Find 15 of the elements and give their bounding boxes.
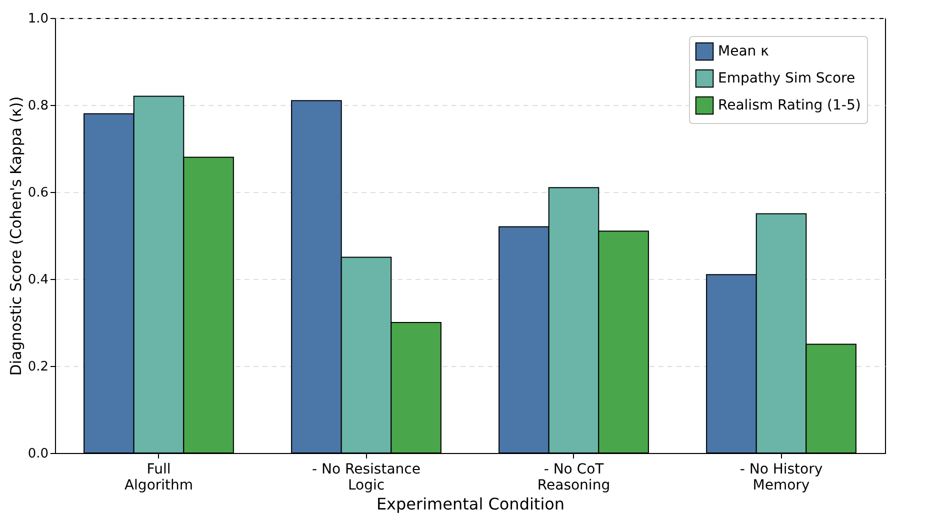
x-tick-label: - No CoT Reasoning xyxy=(537,462,610,494)
y-tick-label: 0.6 xyxy=(28,186,48,200)
y-tick-label: 0.4 xyxy=(28,272,48,288)
legend-label: Realism Rating (1-5) xyxy=(718,98,861,114)
x-tick-label: - No Resistance Logic xyxy=(312,462,420,494)
y-tick-label: 1.0 xyxy=(28,12,48,26)
y-tick-label: 0.2 xyxy=(28,360,48,374)
legend-label: Empathy Sim Score xyxy=(718,70,856,86)
x-tick-label: Full Algorithm xyxy=(124,462,194,494)
x-axis-title: Experimental Condition xyxy=(376,494,565,514)
x-tick-label: - No History Memory xyxy=(740,462,823,494)
y-axis-title: Diagnostic Score (Cohen's Kappa (κ)) xyxy=(6,96,25,376)
legend-label: Mean κ xyxy=(718,44,769,60)
y-tick-label: 0.8 xyxy=(28,98,48,114)
y-tick-label: 0.0 xyxy=(28,446,48,462)
